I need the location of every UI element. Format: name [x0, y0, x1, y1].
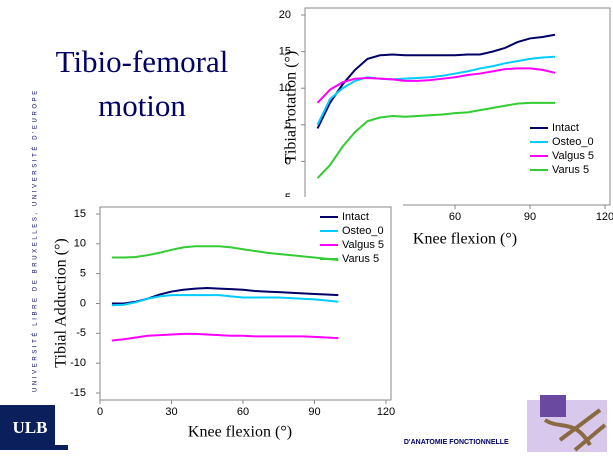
legend-label: Varus 5 [342, 253, 379, 265]
y-tick-label: -5 [76, 327, 86, 339]
legend-label: Osteo_0 [552, 136, 594, 148]
slide-title: Tibio-femoral motion [55, 44, 229, 123]
y-tick-label: 10 [279, 82, 291, 94]
legend-label: Osteo_0 [342, 225, 384, 237]
x-tick-label: 60 [237, 406, 249, 418]
y-tick-label: -10 [70, 357, 86, 369]
y-tick-label: 0 [80, 297, 86, 309]
series-line [111, 332, 339, 342]
x-tick-label: 120 [377, 406, 395, 418]
x-tick-label: 90 [524, 211, 536, 223]
series-line [316, 33, 556, 129]
series-line [316, 101, 555, 179]
y-axis-title: Tibial Adduction (°) [53, 238, 70, 367]
x-tick-label: 90 [308, 406, 320, 418]
y-tick-label: 0 [285, 155, 291, 167]
y-tick-label: 10 [74, 238, 86, 250]
legend-label: Intact [342, 211, 369, 223]
y-tick-label: 20 [279, 9, 291, 21]
series-line [316, 67, 556, 104]
series-line [316, 55, 556, 126]
bone-figure [527, 395, 607, 452]
series-line [111, 294, 339, 307]
series-line [111, 245, 339, 261]
logo: ULB [13, 418, 48, 437]
legend-label: Valgus 5 [552, 150, 594, 162]
y-tick-label: 15 [279, 46, 291, 58]
x-tick-label: 120 [596, 211, 613, 223]
y-tick-label: 5 [80, 268, 86, 280]
lab-name: LABORATOIRE D'ANATOMIE FONCTIONNELLE [351, 439, 509, 446]
chart-background [55, 197, 403, 445]
legend-label: Valgus 5 [342, 239, 384, 251]
y-tick-label: -15 [70, 387, 86, 399]
x-tick-label: 60 [449, 211, 461, 223]
legend-label: Intact [552, 122, 579, 134]
y-tick-label: 5 [285, 119, 291, 131]
y-axis-title: Tibial rotation (°) [283, 51, 300, 163]
x-axis-title: Knee flexion (°) [188, 424, 292, 441]
x-axis-title: Knee flexion (°) [413, 231, 517, 248]
x-tick-label: 0 [97, 406, 103, 418]
plot-frame [304, 7, 611, 206]
y-tick-label: 15 [74, 208, 86, 220]
x-tick-label: 30 [165, 406, 177, 418]
university-text: UNIVERSITÉ LIBRE DE BRUXELLES, UNIVERSIT… [32, 88, 39, 392]
legend-label: Varus 5 [552, 164, 589, 176]
